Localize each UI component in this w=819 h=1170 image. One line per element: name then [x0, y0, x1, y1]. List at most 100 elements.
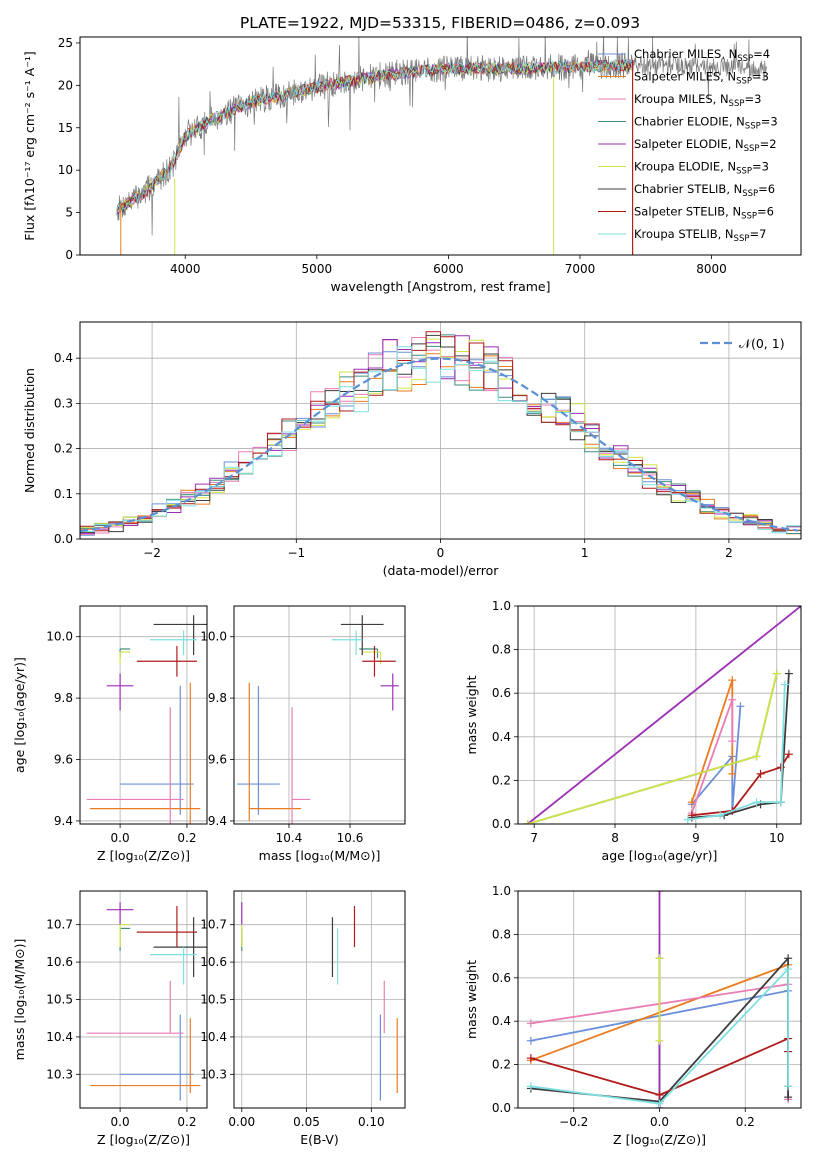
x-tick-label: 0	[437, 546, 445, 560]
legend-text: Chabrier STELIB, N	[634, 182, 742, 196]
x-tick-label: 0.0	[111, 1115, 130, 1129]
x-tick-label: 10	[769, 831, 784, 845]
x-axis-label: Z [log₁₀(Z/Z⊙)]	[613, 1132, 706, 1147]
legend-entry: Kroupa ELODIE, NSSP=3	[634, 160, 769, 177]
x-tick-label: 6000	[433, 262, 464, 276]
x-tick-label: 2	[725, 546, 733, 560]
residual-histogram	[80, 335, 801, 534]
legend-text: =4	[753, 47, 770, 61]
x-tick-label: 0.10	[358, 1115, 385, 1129]
y-tick-label: 10.3	[46, 1067, 73, 1081]
x-tick-label: 10.6	[337, 831, 364, 845]
plot-area-weight_vs_age	[523, 606, 801, 824]
legend-text: =3	[752, 160, 769, 174]
axes-frame	[79, 321, 802, 540]
y-tick-label: 10.6	[200, 955, 227, 969]
y-axis-label: mass [log₁₀(M/M⊙)]	[12, 939, 27, 1061]
figure-title: PLATE=1922, MJD=53315, FIBERID=0486, z=0…	[240, 14, 640, 32]
y-tick-label: 0	[65, 248, 73, 262]
axes-frame	[79, 36, 802, 256]
axes-frame	[517, 605, 802, 825]
mass-weight-line	[691, 753, 790, 817]
axes-mass_vs_Z: 0.0 0.2 10.3 10.4 10.5 10.6 10.7 Z [log₁₀(Z/Z⊙)…	[12, 890, 208, 1147]
gaussian-legend-label: 𝒩(0, 1)	[739, 336, 785, 351]
legend-subscript: SSP	[736, 77, 752, 87]
y-tick-label: 0.2	[492, 773, 511, 787]
x-axis-label: age [log₁₀(age/yr)]	[602, 848, 718, 863]
x-axis-label: Z [log₁₀(Z/Z⊙)]	[97, 848, 190, 863]
legend-subscript: SSP	[737, 54, 753, 64]
legend-text: Chabrier ELODIE, N	[634, 115, 745, 129]
x-tick-label: 8	[611, 831, 619, 845]
plot-area-residuals	[80, 331, 801, 536]
y-tick-label: 9.8	[208, 691, 227, 705]
mass-weight-line	[527, 606, 801, 824]
y-tick-label: 0.6	[492, 686, 511, 700]
residual-histogram	[80, 331, 801, 532]
mass-weight-line	[690, 698, 734, 814]
legend-text: Salpeter MILES, N	[634, 70, 736, 84]
x-axis-label: (data-model)/error	[383, 563, 500, 578]
x-tick-label: 8000	[696, 262, 727, 276]
legend-entry: Chabrier ELODIE, NSSP=3	[634, 115, 778, 132]
x-tick-label: −1	[287, 546, 305, 560]
legend-entry: Kroupa MILES, NSSP=3	[634, 92, 761, 109]
legend-text: Kroupa ELODIE, N	[634, 160, 736, 174]
legend-text: =3	[744, 92, 761, 106]
residual-histogram	[80, 334, 801, 533]
legend-text: =6	[758, 182, 775, 196]
legend-subscript: SSP	[744, 144, 760, 154]
x-tick-label: 10.4	[276, 831, 303, 845]
x-axis-label: Z [log₁₀(Z/Z⊙)]	[97, 1132, 190, 1147]
mass-weight-line	[691, 706, 742, 812]
y-tick-label: 1.0	[492, 599, 511, 613]
plot-area-mass_vs_Z	[86, 902, 207, 1101]
legend-text: =3	[752, 70, 769, 84]
axes-frame	[79, 605, 208, 825]
axes-weight_vs_age: 7 8 9 10 0.0 0.2 0.4 0.6 0.8 1.0 age [log₁₀(age/yr…	[464, 599, 802, 863]
legend-text: =3	[761, 115, 778, 129]
model-spectrum-line	[116, 59, 632, 212]
plot-area-mass_vs_ebv	[241, 902, 398, 1101]
axes-frame	[233, 890, 406, 1109]
x-tick-label: 4000	[170, 262, 201, 276]
x-tick-label: 0.0	[111, 831, 130, 845]
legend-entry: Kroupa STELIB, NSSP=7	[634, 227, 766, 244]
x-tick-label: 7	[530, 831, 538, 845]
y-tick-label: 10	[58, 163, 73, 177]
x-tick-label: 7000	[565, 262, 596, 276]
y-tick-label: 9.6	[54, 753, 73, 767]
y-tick-label: 10.0	[46, 630, 73, 644]
legend-subscript: SSP	[736, 167, 752, 177]
legend-text: =2	[760, 137, 777, 151]
x-tick-label: 5000	[302, 262, 333, 276]
legend-text: =7	[749, 227, 766, 241]
y-tick-label: 25	[58, 36, 73, 50]
y-tick-label: 10.6	[46, 955, 73, 969]
legend-entry: Salpeter MILES, NSSP=3	[634, 70, 769, 87]
legend-entry: Salpeter STELIB, NSSP=6	[634, 205, 774, 222]
gaussian-curve	[80, 357, 799, 533]
x-tick-label: 0.00	[228, 1115, 255, 1129]
legend-entry: Salpeter ELODIE, NSSP=2	[634, 137, 777, 154]
legend-text: Salpeter ELODIE, N	[634, 137, 744, 151]
y-tick-label: 0.2	[54, 442, 73, 456]
y-tick-label: 5	[65, 206, 73, 220]
y-tick-label: 0.0	[492, 817, 511, 831]
axes-frame	[233, 605, 406, 825]
legend-entry: Chabrier MILES, NSSP=4	[634, 47, 770, 64]
y-tick-label: 15	[58, 121, 73, 135]
y-tick-label: 9.8	[54, 691, 73, 705]
y-axis-label: Normed distribution	[22, 368, 37, 493]
x-axis-label: mass [log₁₀(M/M⊙)]	[259, 848, 381, 863]
y-tick-label: 10.7	[200, 918, 227, 932]
y-tick-label: 9.4	[208, 814, 227, 828]
y-tick-label: 10.4	[200, 1030, 227, 1044]
axes-frame	[79, 890, 208, 1109]
x-tick-label: 0.2	[177, 1115, 196, 1129]
y-axis-label: Flux [fλ10⁻¹⁷ erg cm⁻² s⁻¹ A⁻¹]	[22, 51, 37, 240]
y-tick-label: 0.0	[492, 1101, 511, 1115]
x-tick-label: 0.05	[293, 1115, 320, 1129]
